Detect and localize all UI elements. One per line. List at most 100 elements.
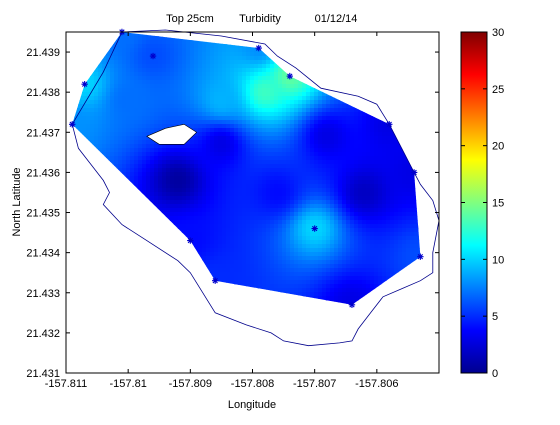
heatmap-cell [210,72,215,77]
heatmap-cell [282,140,287,145]
heatmap-cell [246,160,251,165]
heatmap-cell [198,188,203,193]
heatmap-cell [326,112,331,117]
heatmap-cell [134,160,139,165]
heatmap-cell [134,116,139,121]
heatmap-cell [306,116,311,121]
heatmap-cell [282,80,287,85]
heatmap-cell [162,160,167,165]
heatmap-cell [390,200,395,205]
heatmap-cell [278,228,283,233]
heatmap-cell [150,68,155,73]
heatmap-cell [382,176,387,181]
heatmap-cell [198,116,203,121]
heatmap-cell [278,124,283,129]
heatmap-cell [266,60,271,65]
heatmap-cell [110,124,115,129]
heatmap-cell [258,56,263,61]
heatmap-cell [382,140,387,145]
heatmap-cell [318,216,323,221]
heatmap-cell [118,60,123,65]
heatmap-cell [246,112,251,117]
heatmap-cell [134,72,139,77]
heatmap-cell [278,192,283,197]
heatmap-cell [118,132,123,137]
heatmap-cell [398,196,403,201]
heatmap-cell [390,240,395,245]
heatmap-cell [106,76,111,81]
heatmap-cell [278,144,283,149]
heatmap-cell [298,108,303,113]
heatmap-cell [238,64,243,69]
heatmap-cell [270,132,275,137]
heatmap-cell [290,224,295,229]
heatmap-cell [294,180,299,185]
heatmap-cell [190,100,195,105]
heatmap-cell [258,124,263,129]
heatmap-cell [202,92,207,97]
heatmap-cell [358,164,363,169]
heatmap-cell [394,196,399,201]
heatmap-cell [310,156,315,161]
heatmap-cell [182,148,187,153]
heatmap-cell [346,180,351,185]
heatmap-cell [190,108,195,113]
heatmap-cell [334,220,339,225]
heatmap-cell [130,136,135,141]
heatmap-cell [102,76,107,81]
heatmap-cell [170,184,175,189]
heatmap-cell [314,216,319,221]
heatmap-cell [130,88,135,93]
heatmap-cell [302,236,307,241]
heatmap-cell [298,240,303,245]
heatmap-cell [238,76,243,81]
heatmap-cell [222,76,227,81]
heatmap-cell [242,148,247,153]
heatmap-cell [186,88,191,93]
heatmap-cell [158,80,163,85]
heatmap-cell [206,160,211,165]
heatmap-cell [406,188,411,193]
heatmap-cell [222,188,227,193]
heatmap-cell [198,56,203,61]
heatmap-cell [210,132,215,137]
heatmap-cell [242,88,247,93]
heatmap-cell [130,168,135,173]
heatmap-cell [206,144,211,149]
heatmap-cell [110,92,115,97]
heatmap-cell [282,228,287,233]
heatmap-cell [122,164,127,169]
heatmap-cell [394,172,399,177]
heatmap-cell [190,56,195,61]
heatmap-cell [114,68,119,73]
heatmap-cell [338,220,343,225]
heatmap-cell [402,188,407,193]
heatmap-cell [106,56,111,61]
heatmap-cell [102,120,107,125]
heatmap-cell [214,64,219,69]
heatmap-cell [122,128,127,133]
heatmap-cell [98,80,103,85]
heatmap-cell [306,112,311,117]
heatmap-cell [106,68,111,73]
heatmap-cell [242,104,247,109]
heatmap-cell [130,64,135,69]
heatmap-cell [374,148,379,153]
heatmap-cell [282,176,287,181]
heatmap-cell [326,216,331,221]
heatmap-cell [370,212,375,217]
heatmap-cell [262,128,267,133]
heatmap-cell [302,172,307,177]
heatmap-cell [250,220,255,225]
heatmap-cell [330,124,335,129]
heatmap-cell [178,64,183,69]
heatmap-cell [378,140,383,145]
heatmap-cell [314,152,319,157]
heatmap-cell [102,88,107,93]
heatmap-cell [218,144,223,149]
heatmap-cell [126,84,131,89]
heatmap-cell [202,208,207,213]
heatmap-cell [254,172,259,177]
heatmap-cell [406,212,411,217]
heatmap-cell [234,136,239,141]
